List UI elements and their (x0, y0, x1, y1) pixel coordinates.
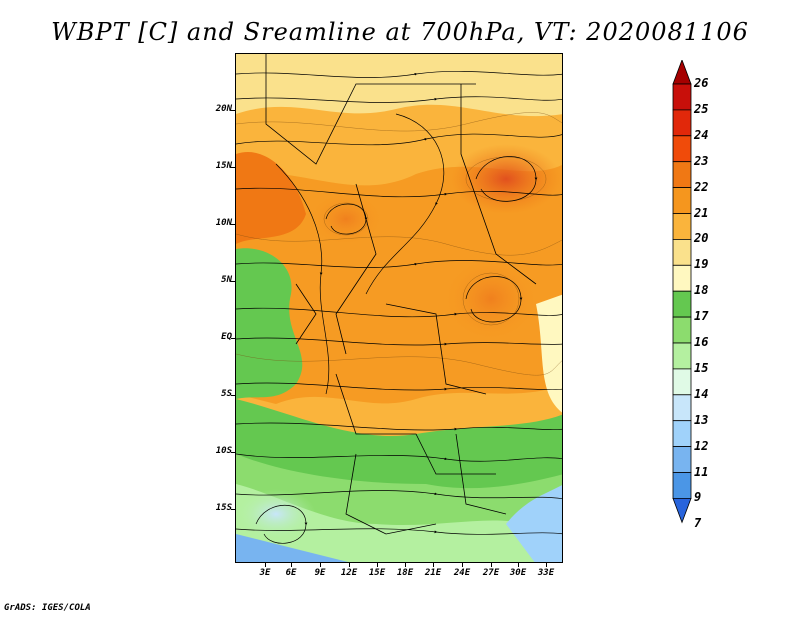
lon-label: 12E (340, 568, 358, 578)
legend-label: 12 (694, 438, 709, 453)
map-panel (235, 53, 563, 563)
lat-label: 5S (221, 389, 232, 399)
legend-swatch (672, 161, 692, 188)
legend-swatch (672, 83, 692, 111)
lon-label: 33E (537, 568, 555, 578)
lon-label: 21E (424, 568, 442, 578)
legend-swatch (672, 213, 692, 240)
legend-swatch (672, 264, 692, 292)
lon-label: 3E (259, 568, 271, 578)
field-warm-core-west (311, 194, 381, 244)
lon-tick (491, 562, 492, 567)
legend-label: 24 (694, 127, 709, 142)
legend-swatch (672, 420, 692, 448)
lon-label: 18E (396, 568, 414, 578)
legend-label: 26 (694, 76, 709, 90)
lon-tick (433, 562, 434, 567)
legend-bar (672, 60, 692, 524)
legend-swatch (672, 290, 692, 318)
field-warm-core (446, 259, 536, 339)
legend-label: 15 (694, 360, 709, 375)
lat-label: 20N (215, 104, 232, 114)
legend-label: 20 (694, 231, 709, 246)
field-green-west (236, 248, 303, 399)
legend-swatch (672, 368, 692, 396)
lat-tick (231, 509, 236, 510)
lon-tick (349, 562, 350, 567)
legend-label: 19 (694, 257, 709, 272)
legend-top-arrow (672, 60, 692, 85)
lat-label: 10S (215, 446, 232, 456)
legend-bottom-arrow (672, 497, 692, 524)
legend-label: 9 (694, 490, 702, 505)
legend-label: 22 (694, 179, 709, 194)
lat-tick (231, 167, 236, 168)
contour-lines (236, 112, 562, 376)
field-blue-sw (236, 534, 348, 562)
field-west-hot (236, 152, 306, 244)
lat-label: 10N (215, 218, 232, 228)
legend-swatch (672, 342, 692, 370)
lon-label: 30E (509, 568, 527, 578)
lon-tick (265, 562, 266, 567)
legend-swatch (672, 316, 692, 344)
chart-title: WBPT [C] and Sreamline at 700hPa, VT: 20… (51, 18, 749, 46)
lon-label: 27E (482, 568, 500, 578)
lon-label: 9E (314, 568, 326, 578)
legend-swatch (672, 446, 692, 473)
lat-tick (231, 224, 236, 225)
lat-tick (231, 281, 236, 282)
lat-label: 5N (221, 275, 232, 285)
lon-tick (462, 562, 463, 567)
legend-label: 7 (694, 516, 702, 531)
legend-swatch (672, 394, 692, 422)
legend-label: 13 (694, 412, 709, 427)
legend-swatch (672, 187, 692, 214)
lat-label: 15N (215, 161, 232, 171)
legend-label: 25 (694, 101, 709, 116)
legend-swatch (672, 109, 692, 137)
map-svg (236, 54, 562, 562)
lon-tick (518, 562, 519, 567)
legend-swatch (672, 135, 692, 163)
legend-label: 23 (694, 153, 709, 168)
lon-tick (405, 562, 406, 567)
field-pale-east (536, 294, 562, 413)
lat-tick (231, 110, 236, 111)
lon-tick (377, 562, 378, 567)
legend-label: 17 (694, 309, 709, 324)
lat-tick (231, 338, 236, 339)
legend-label: 11 (694, 464, 709, 479)
field-hot-core-east (451, 144, 561, 214)
field-pale-green (236, 484, 562, 562)
field-north-pale (236, 54, 562, 117)
field-cool-sw (236, 489, 316, 539)
color-legend: 26 25 24 23 22 21 20 19 18 17 16 15 14 13 12 11 9 7 (672, 60, 732, 560)
lat-label: EQ (221, 332, 232, 342)
legend-label: 14 (694, 386, 709, 401)
field-blue-se (506, 485, 562, 562)
grads-credit: GrADS: IGES/COLA (4, 603, 91, 613)
legend-label: 21 (694, 205, 709, 220)
lat-tick (231, 395, 236, 396)
lon-label: 15E (368, 568, 386, 578)
lon-tick (320, 562, 321, 567)
legend-label: 18 (694, 283, 709, 298)
lat-tick (231, 452, 236, 453)
lon-tick (291, 562, 292, 567)
legend-swatch (672, 238, 692, 266)
legend-label: 16 (694, 335, 709, 349)
lat-label: 15S (215, 503, 232, 513)
legend-swatch (672, 472, 692, 499)
lon-tick (546, 562, 547, 567)
lon-label: 24E (453, 568, 471, 578)
lon-label: 6E (285, 568, 297, 578)
streamlines (236, 70, 562, 544)
